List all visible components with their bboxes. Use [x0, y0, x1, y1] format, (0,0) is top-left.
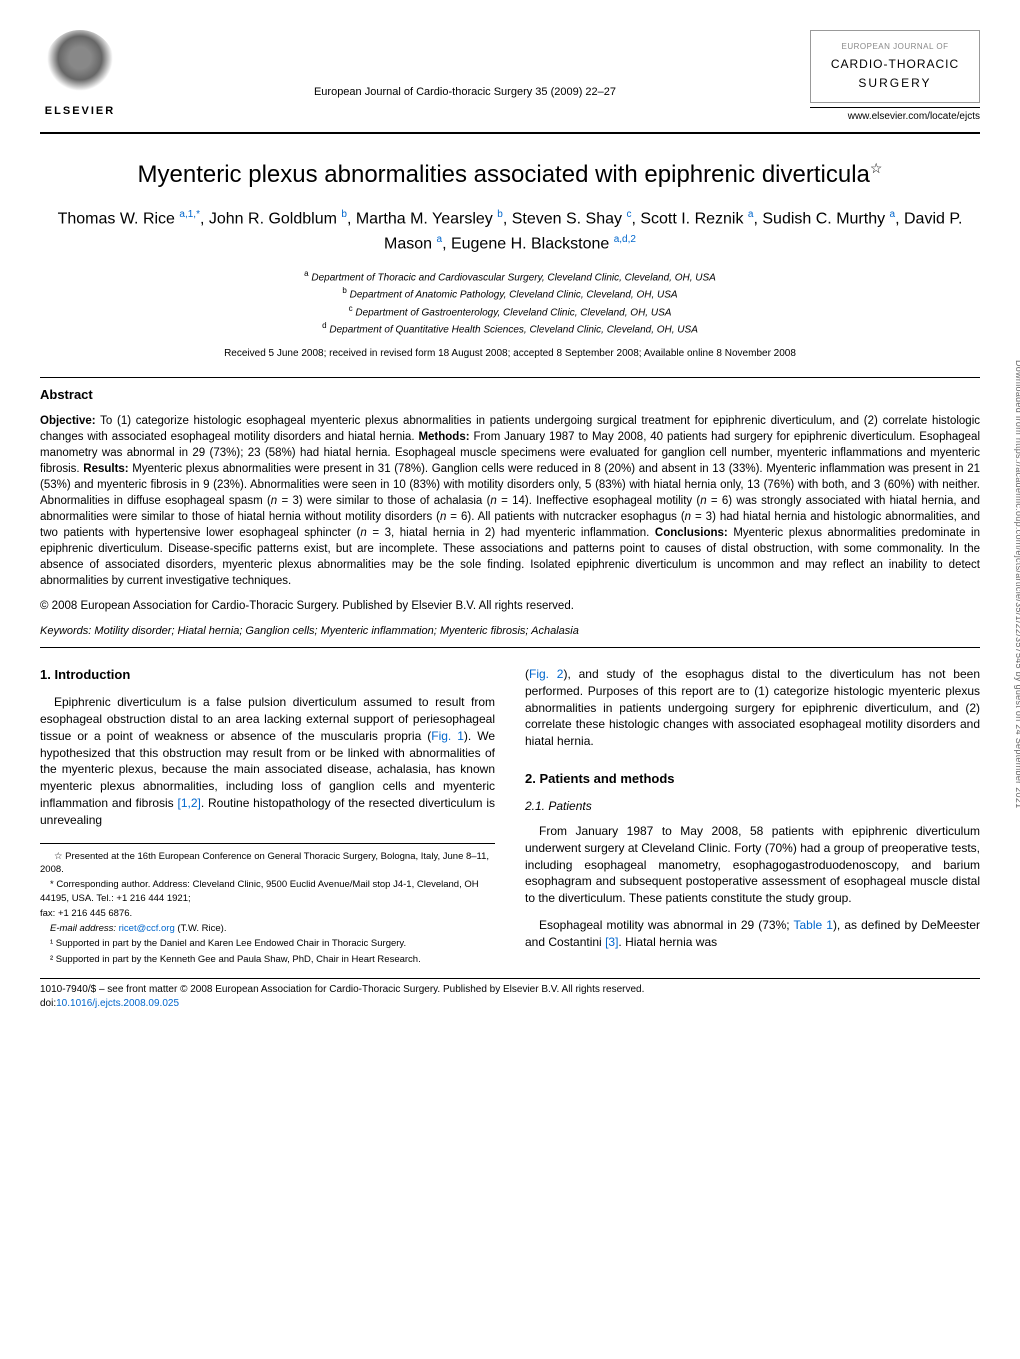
journal-brand-box: EUROPEAN JOURNAL OF CARDIO-THORACIC SURG… [810, 30, 980, 103]
title-footnote-star: ☆ [870, 160, 883, 176]
footnote-presented: ☆ Presented at the 16th European Confere… [40, 850, 495, 877]
footnote-fax: fax: +1 216 445 6876. [40, 907, 495, 920]
article-title: Myenteric plexus abnormalities associate… [40, 158, 980, 192]
body-columns: 1. Introduction Epiphrenic diverticulum … [40, 666, 980, 968]
footnote-support-1: ¹ Supported in part by the Daniel and Ka… [40, 937, 495, 950]
body-text: Esophageal motility was abnormal in 29 (… [539, 918, 793, 932]
header-row: ELSEVIER European Journal of Cardio-thor… [40, 30, 980, 124]
left-column: 1. Introduction Epiphrenic diverticulum … [40, 666, 495, 968]
doi-link[interactable]: 10.1016/j.ejcts.2008.09.025 [56, 998, 179, 1009]
footnote-email-line: E-mail address: ricet@ccf.org (T.W. Rice… [40, 922, 495, 935]
header-divider [40, 132, 980, 134]
footer-doi-line: doi:10.1016/j.ejcts.2008.09.025 [40, 997, 980, 1011]
abstract-heading: Abstract [40, 386, 980, 404]
divider [40, 377, 980, 378]
figure-ref-link[interactable]: Fig. 2 [529, 667, 563, 681]
keywords-label: Keywords: [40, 625, 91, 637]
journal-url: www.elsevier.com/locate/ejcts [810, 107, 980, 124]
body-text: ), and study of the esophagus distal to … [525, 667, 980, 748]
intro-paragraph: Epiphrenic diverticulum is a false pulsi… [40, 694, 495, 828]
footer-copyright: 1010-7940/$ – see front matter © 2008 Eu… [40, 983, 980, 997]
citation-link[interactable]: [1,2] [178, 796, 201, 810]
journal-reference: European Journal of Cardio-thoracic Surg… [120, 30, 810, 100]
right-column: (Fig. 2), and study of the esophagus dis… [525, 666, 980, 968]
download-watermark: Downloaded from https://academic.oup.com… [1012, 360, 1020, 808]
title-text: Myenteric plexus abnormalities associate… [138, 161, 870, 188]
journal-brand-top: EUROPEAN JOURNAL OF [819, 41, 971, 52]
publisher-name: ELSEVIER [45, 104, 115, 119]
doi-label: doi: [40, 998, 56, 1009]
abstract-body: Objective: To (1) categorize histologic … [40, 413, 980, 590]
footnote-email-who: (T.W. Rice). [177, 923, 226, 934]
keywords-line: Keywords: Motility disorder; Hiatal hern… [40, 624, 980, 639]
abstract-copyright: © 2008 European Association for Cardio-T… [40, 598, 980, 614]
footnote-support-2: ² Supported in part by the Kenneth Gee a… [40, 953, 495, 966]
citation-link[interactable]: [3] [605, 935, 618, 949]
page-footer: 1010-7940/$ – see front matter © 2008 Eu… [40, 978, 980, 1011]
intro-paragraph-continued: (Fig. 2), and study of the esophagus dis… [525, 666, 980, 750]
footnote-corresponding: * Corresponding author. Address: Clevela… [40, 878, 495, 905]
patients-paragraph-1: From January 1987 to May 2008, 58 patien… [525, 823, 980, 907]
footnotes-block: ☆ Presented at the 16th European Confere… [40, 843, 495, 966]
keywords-text: Motility disorder; Hiatal hernia; Gangli… [94, 625, 578, 637]
divider [40, 647, 980, 648]
table-ref-link[interactable]: Table 1 [793, 918, 832, 932]
section-heading-intro: 1. Introduction [40, 666, 495, 684]
elsevier-tree-icon [45, 30, 115, 100]
publisher-logo: ELSEVIER [40, 30, 120, 120]
subsection-heading-patients: 2.1. Patients [525, 798, 980, 815]
body-text: . Hiatal hernia was [618, 935, 717, 949]
patients-paragraph-2: Esophageal motility was abnormal in 29 (… [525, 917, 980, 951]
journal-brand-box-wrap: EUROPEAN JOURNAL OF CARDIO-THORACIC SURG… [810, 30, 980, 124]
email-link[interactable]: ricet@ccf.org [119, 923, 175, 934]
body-text: Epiphrenic diverticulum is a false pulsi… [40, 695, 495, 743]
section-heading-methods: 2. Patients and methods [525, 770, 980, 788]
author-list: Thomas W. Rice a,1,*, John R. Goldblum b… [40, 207, 980, 256]
journal-brand-main: CARDIO-THORACIC [819, 56, 971, 73]
affiliations: a Department of Thoracic and Cardiovascu… [40, 268, 980, 337]
article-dates: Received 5 June 2008; received in revise… [40, 347, 980, 361]
journal-brand-sub: SURGERY [819, 75, 971, 92]
footnote-email-label: E-mail address: [50, 923, 116, 934]
figure-ref-link[interactable]: Fig. 1 [431, 729, 464, 743]
